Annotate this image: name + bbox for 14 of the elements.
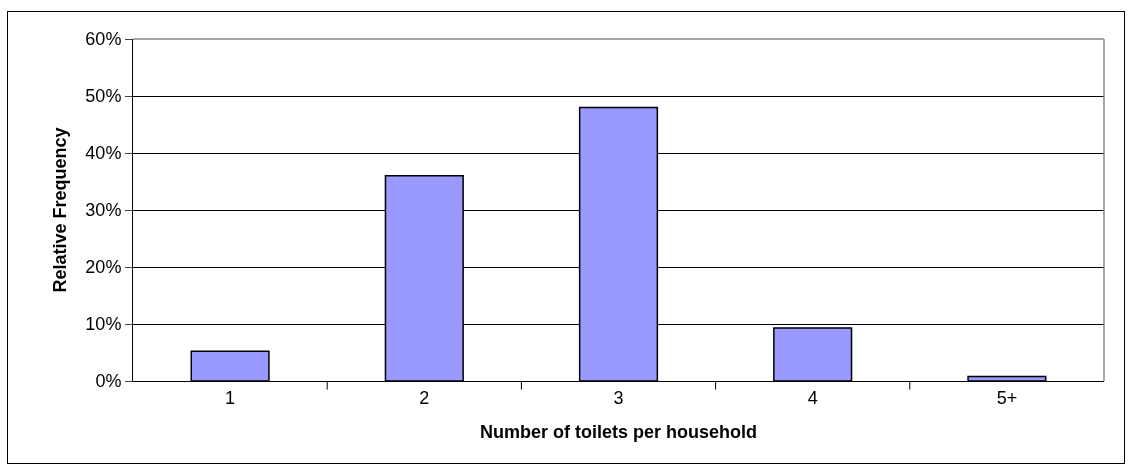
y-tick-label: 40%	[85, 143, 122, 164]
y-tick-label: 0%	[95, 371, 122, 392]
x-tick-label: 4	[807, 387, 818, 408]
y-tick-label: 60%	[85, 29, 122, 50]
x-tick-label: 2	[419, 387, 430, 408]
x-tick-label: 3	[613, 387, 624, 408]
y-tick-label: 30%	[85, 200, 122, 221]
y-tick-label: 20%	[85, 257, 122, 278]
x-axis-title: Number of toilets per household	[479, 421, 758, 442]
y-tick-label: 10%	[85, 314, 122, 335]
y-tick-label: 50%	[85, 86, 122, 107]
y-axis-title: Relative Frequency	[49, 127, 70, 293]
x-tick-label: 1	[225, 387, 236, 408]
x-tick-label: 5+	[996, 387, 1018, 408]
